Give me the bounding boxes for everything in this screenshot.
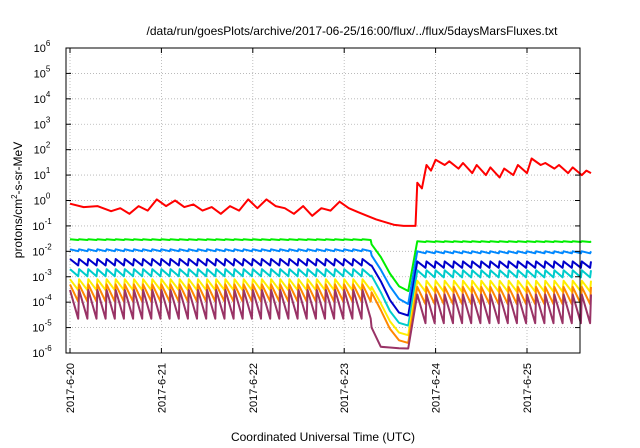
y-tick-base: 10: [32, 246, 44, 258]
y-tick-label: 10-2: [32, 242, 52, 258]
y-tick-label: 103: [34, 115, 51, 131]
series-line-2: [69, 238, 592, 292]
y-tick-base: 10: [32, 323, 44, 335]
y-tick-label: 106: [34, 39, 51, 55]
y-tick-exp: -6: [45, 344, 53, 353]
y-axis-ticks: 10-610-510-410-310-210-11001011021031041…: [32, 39, 580, 360]
y-tick-base: 10: [32, 221, 44, 233]
y-tick-exp: 1: [46, 166, 51, 175]
y-tick-exp: -1: [45, 217, 53, 226]
chart-title: /data/run/goesPlots/archive/2017-06-25/1…: [147, 24, 559, 38]
y-tick-label: 10-1: [32, 217, 52, 233]
y-tick-label: 101: [34, 166, 51, 182]
series-line-3: [69, 248, 592, 305]
y-axis-label-sup: 2: [10, 194, 19, 199]
y-tick-exp: 3: [46, 115, 51, 124]
y-tick-exp: 6: [46, 39, 51, 48]
y-tick-label: 10-6: [32, 344, 52, 360]
y-axis-label: protons/cm2-s-sr-MeV: [10, 142, 25, 258]
x-tick-label: 2017-6-24: [431, 363, 443, 413]
y-tick-base: 10: [32, 272, 44, 284]
series-line-6: [69, 278, 592, 337]
y-tick-exp: 5: [46, 64, 51, 73]
series-line-5: [69, 268, 592, 327]
y-tick-label: 10-3: [32, 268, 52, 284]
y-tick-exp: -2: [45, 242, 53, 251]
series-line-4: [69, 258, 592, 317]
y-tick-exp: -3: [45, 268, 53, 277]
y-tick-exp: 0: [46, 192, 51, 201]
y-tick-base: 10: [34, 68, 46, 80]
y-tick-base: 10: [34, 170, 46, 182]
y-tick-base: 10: [34, 43, 46, 55]
y-tick-label: 100: [34, 192, 51, 208]
y-tick-exp: -5: [45, 319, 53, 328]
x-tick-label: 2017-6-21: [156, 363, 168, 413]
x-tick-label: 2017-6-25: [522, 363, 534, 413]
y-tick-base: 10: [34, 119, 46, 131]
y-tick-base: 10: [34, 196, 46, 208]
y-tick-base: 10: [34, 145, 46, 157]
y-tick-label: 102: [34, 141, 51, 157]
y-tick-exp: 2: [46, 141, 51, 150]
y-axis-label-tail: -s-sr-MeV: [11, 142, 25, 195]
y-tick-label: 105: [34, 64, 51, 80]
x-tick-label: 2017-6-22: [248, 363, 260, 413]
y-tick-base: 10: [32, 348, 44, 360]
y-tick-base: 10: [32, 297, 44, 309]
x-axis-label: Coordinated Universal Time (UTC): [231, 430, 415, 444]
series-line-7: [69, 283, 592, 344]
x-tick-label: 2017-6-20: [65, 363, 77, 413]
y-tick-label: 10-5: [32, 319, 52, 335]
series-line-1: [69, 157, 592, 227]
x-axis-ticks: 2017-6-20 2017-6-21 2017-6-22 2017-6-23 2017…: [65, 48, 534, 413]
y-tick-base: 10: [34, 94, 46, 106]
y-tick-exp: -4: [45, 293, 53, 302]
y-tick-exp: 4: [46, 90, 51, 99]
y-tick-label: 10-4: [32, 293, 52, 309]
y-axis-label-main: protons/cm: [11, 199, 25, 258]
series-group: [69, 157, 592, 350]
series-line-8: [69, 289, 592, 350]
x-tick-label: 2017-6-23: [339, 363, 351, 413]
y-tick-label: 104: [34, 90, 51, 106]
